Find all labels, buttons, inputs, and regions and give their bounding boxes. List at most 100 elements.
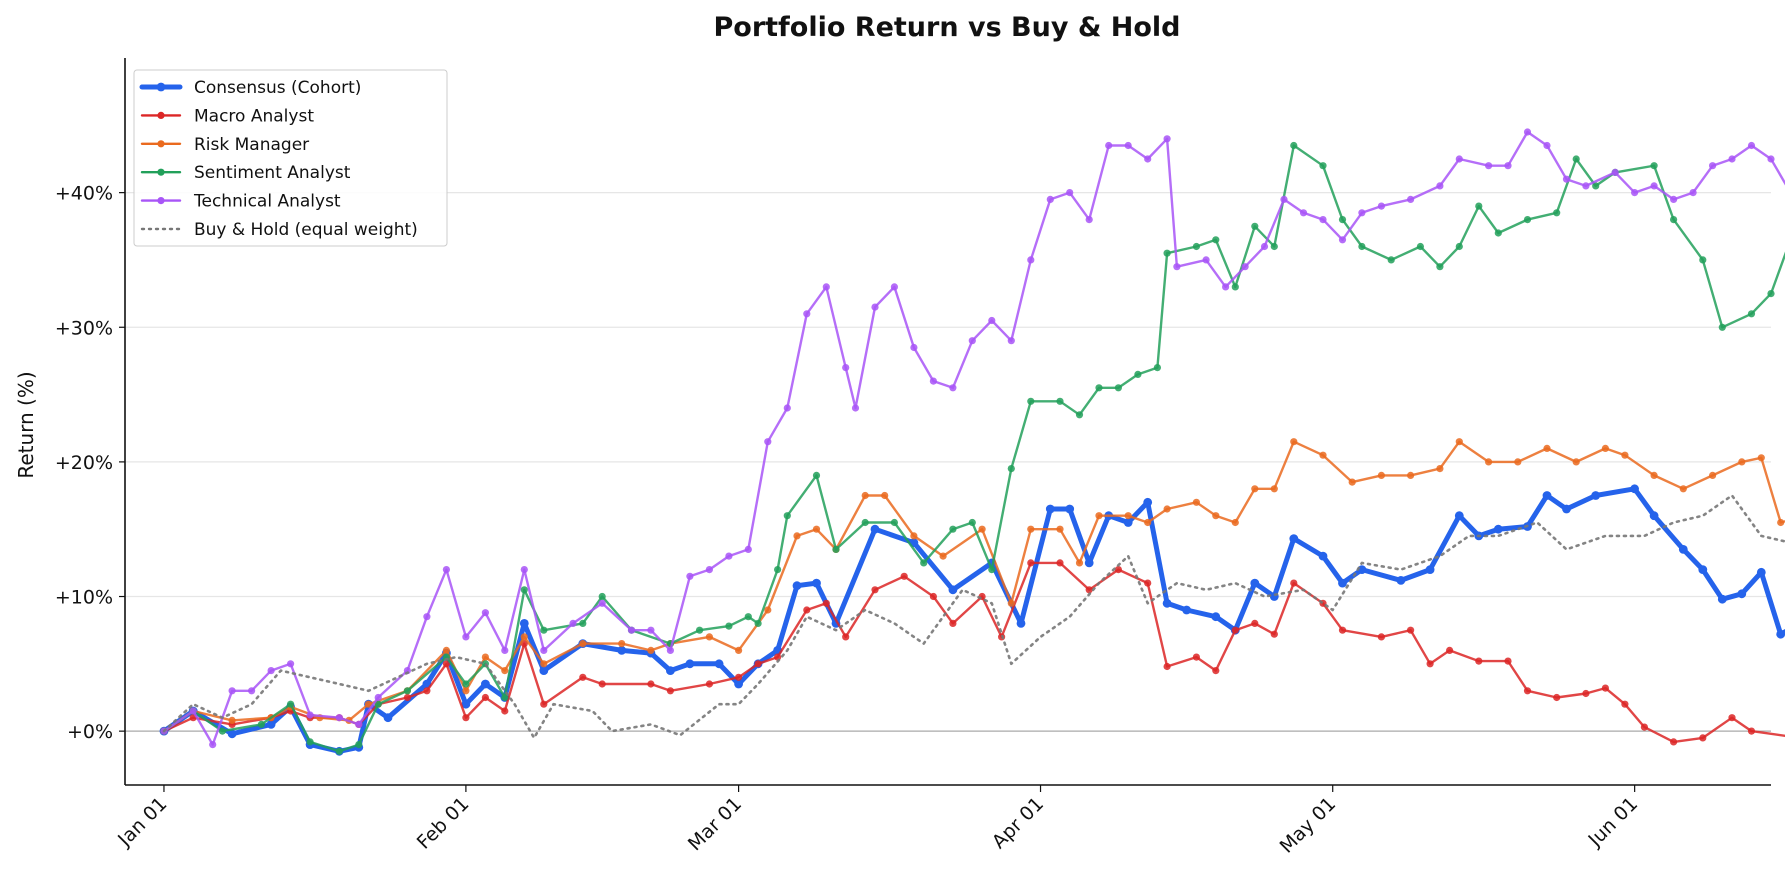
- data-point: [1436, 182, 1444, 190]
- data-point: [481, 693, 489, 702]
- data-point: [929, 592, 938, 601]
- data-point: [540, 646, 548, 655]
- data-point: [1027, 525, 1035, 533]
- data-point: [1407, 471, 1415, 479]
- data-point: [910, 532, 918, 540]
- data-point: [1144, 155, 1152, 163]
- data-point: [1084, 558, 1094, 568]
- data-point: [248, 687, 256, 695]
- legend-marker: [157, 197, 165, 205]
- data-point: [1717, 594, 1727, 604]
- data-point: [948, 585, 958, 595]
- data-point: [1016, 619, 1026, 628]
- y-tick-label: +30%: [55, 317, 113, 339]
- data-point: [1679, 485, 1687, 493]
- x-tick-label: May 01: [1276, 793, 1341, 858]
- data-point: [1582, 182, 1590, 190]
- data-point: [1114, 384, 1122, 392]
- data-point: [1689, 189, 1697, 197]
- data-point: [1066, 189, 1074, 197]
- data-point: [822, 283, 830, 291]
- data-point: [1085, 586, 1093, 594]
- tick-labels: +0% +10% +20% +30% +40% Jan 01 Feb 01 Mar 01 Apr…: [55, 183, 1642, 858]
- data-point: [1358, 242, 1366, 251]
- data-point: [803, 310, 811, 318]
- data-point: [764, 606, 772, 614]
- data-point: [1348, 478, 1356, 486]
- data-point: [539, 666, 549, 675]
- data-point: [1699, 734, 1707, 742]
- data-point: [442, 566, 450, 574]
- data-point: [1212, 667, 1220, 675]
- data-point: [1678, 545, 1688, 554]
- data-point: [812, 525, 821, 533]
- data-point: [1494, 229, 1502, 237]
- data-point: [744, 545, 752, 554]
- data-point: [920, 559, 928, 567]
- data-point: [1075, 559, 1084, 567]
- data-point: [423, 613, 431, 621]
- data-point: [598, 592, 606, 601]
- data-point: [871, 586, 879, 594]
- data-point: [1377, 471, 1385, 479]
- data-point: [462, 633, 470, 641]
- legend-label: Risk Manager: [194, 135, 309, 155]
- data-point: [1231, 518, 1239, 527]
- data-point: [851, 404, 860, 412]
- data-point: [461, 699, 471, 709]
- data-point: [266, 720, 276, 729]
- data-point: [1250, 578, 1260, 588]
- data-point: [540, 700, 548, 708]
- data-point: [1056, 559, 1064, 567]
- data-point: [1085, 216, 1093, 224]
- data-point: [227, 729, 237, 739]
- data-point: [306, 738, 314, 746]
- data-point: [287, 700, 295, 708]
- data-point: [228, 687, 236, 695]
- legend-label: Sentiment Analyst: [194, 163, 351, 183]
- data-point: [1475, 202, 1483, 210]
- data-point: [754, 619, 762, 628]
- data-point: [442, 646, 450, 655]
- data-point: [803, 606, 811, 614]
- data-point: [1143, 497, 1153, 507]
- data-point: [1241, 263, 1249, 271]
- data-point: [890, 518, 899, 527]
- x-tick-label: Apr 01: [988, 793, 1048, 853]
- data-point: [1318, 551, 1328, 561]
- data-point: [1144, 518, 1152, 527]
- data-point: [1670, 738, 1678, 746]
- data-point: [842, 364, 850, 372]
- series-line: [162, 144, 1785, 753]
- data-point: [403, 687, 411, 695]
- data-point: [1124, 512, 1132, 520]
- legend-marker: [157, 140, 165, 148]
- data-point: [1095, 384, 1103, 392]
- data-point: [1192, 242, 1200, 251]
- data-point: [686, 572, 694, 580]
- data-point: [1601, 684, 1609, 692]
- data-point: [1446, 646, 1454, 655]
- data-point: [598, 599, 606, 607]
- data-point: [1377, 202, 1385, 210]
- y-axis-label: Return (%): [14, 371, 38, 478]
- data-point: [1670, 195, 1678, 203]
- data-point: [355, 720, 363, 729]
- data-point: [832, 545, 840, 554]
- data-point: [481, 679, 490, 689]
- data-point: [822, 599, 830, 607]
- data-point: [1523, 687, 1532, 695]
- data-point: [1095, 512, 1103, 520]
- data-point: [1027, 397, 1035, 405]
- data-point: [1319, 162, 1327, 170]
- data-point: [881, 491, 889, 500]
- data-point: [579, 619, 587, 628]
- data-point: [598, 680, 606, 688]
- legend-item: Risk Manager: [140, 135, 309, 155]
- data-point: [1270, 630, 1278, 638]
- data-point: [1630, 484, 1639, 494]
- data-point: [705, 566, 714, 574]
- series-line: [162, 494, 1785, 740]
- data-point: [335, 747, 343, 755]
- grid-lines: [125, 192, 1771, 732]
